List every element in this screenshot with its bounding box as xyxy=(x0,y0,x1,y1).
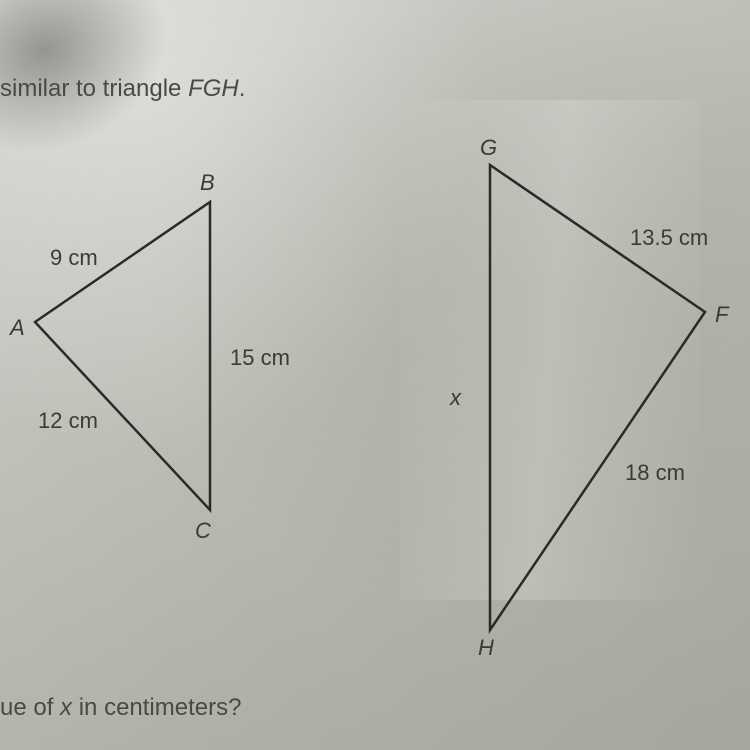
variable-x: x xyxy=(60,694,72,721)
text-fragment: ue of xyxy=(0,694,60,721)
side-measurement-ac: 12 cm xyxy=(38,408,98,434)
vertex-label-g: G xyxy=(480,135,497,161)
side-measurement-gh-unknown: x xyxy=(450,385,461,411)
vertex-label-b: B xyxy=(200,170,215,196)
vertex-label-a: A xyxy=(10,315,25,341)
vertex-label-h: H xyxy=(478,635,494,661)
side-measurement-fg: 13.5 cm xyxy=(630,225,708,251)
text-fragment: in centimeters? xyxy=(72,694,241,721)
text-fragment: . xyxy=(239,75,246,102)
geometry-diagram: A B C G F H 9 cm 12 cm 15 cm 13.5 cm 18 … xyxy=(0,130,750,690)
triangles-svg xyxy=(0,130,750,690)
triangle-name: FGH xyxy=(188,75,239,102)
vertex-label-f: F xyxy=(715,302,728,328)
side-measurement-bc: 15 cm xyxy=(230,345,290,371)
side-measurement-fh: 18 cm xyxy=(625,460,685,486)
vertex-label-c: C xyxy=(195,518,211,544)
text-fragment: similar to triangle xyxy=(0,75,188,102)
question-text-bottom: ue of x in centimeters? xyxy=(0,694,241,722)
question-text-top: similar to triangle FGH. xyxy=(0,75,245,103)
side-measurement-ab: 9 cm xyxy=(50,245,98,271)
